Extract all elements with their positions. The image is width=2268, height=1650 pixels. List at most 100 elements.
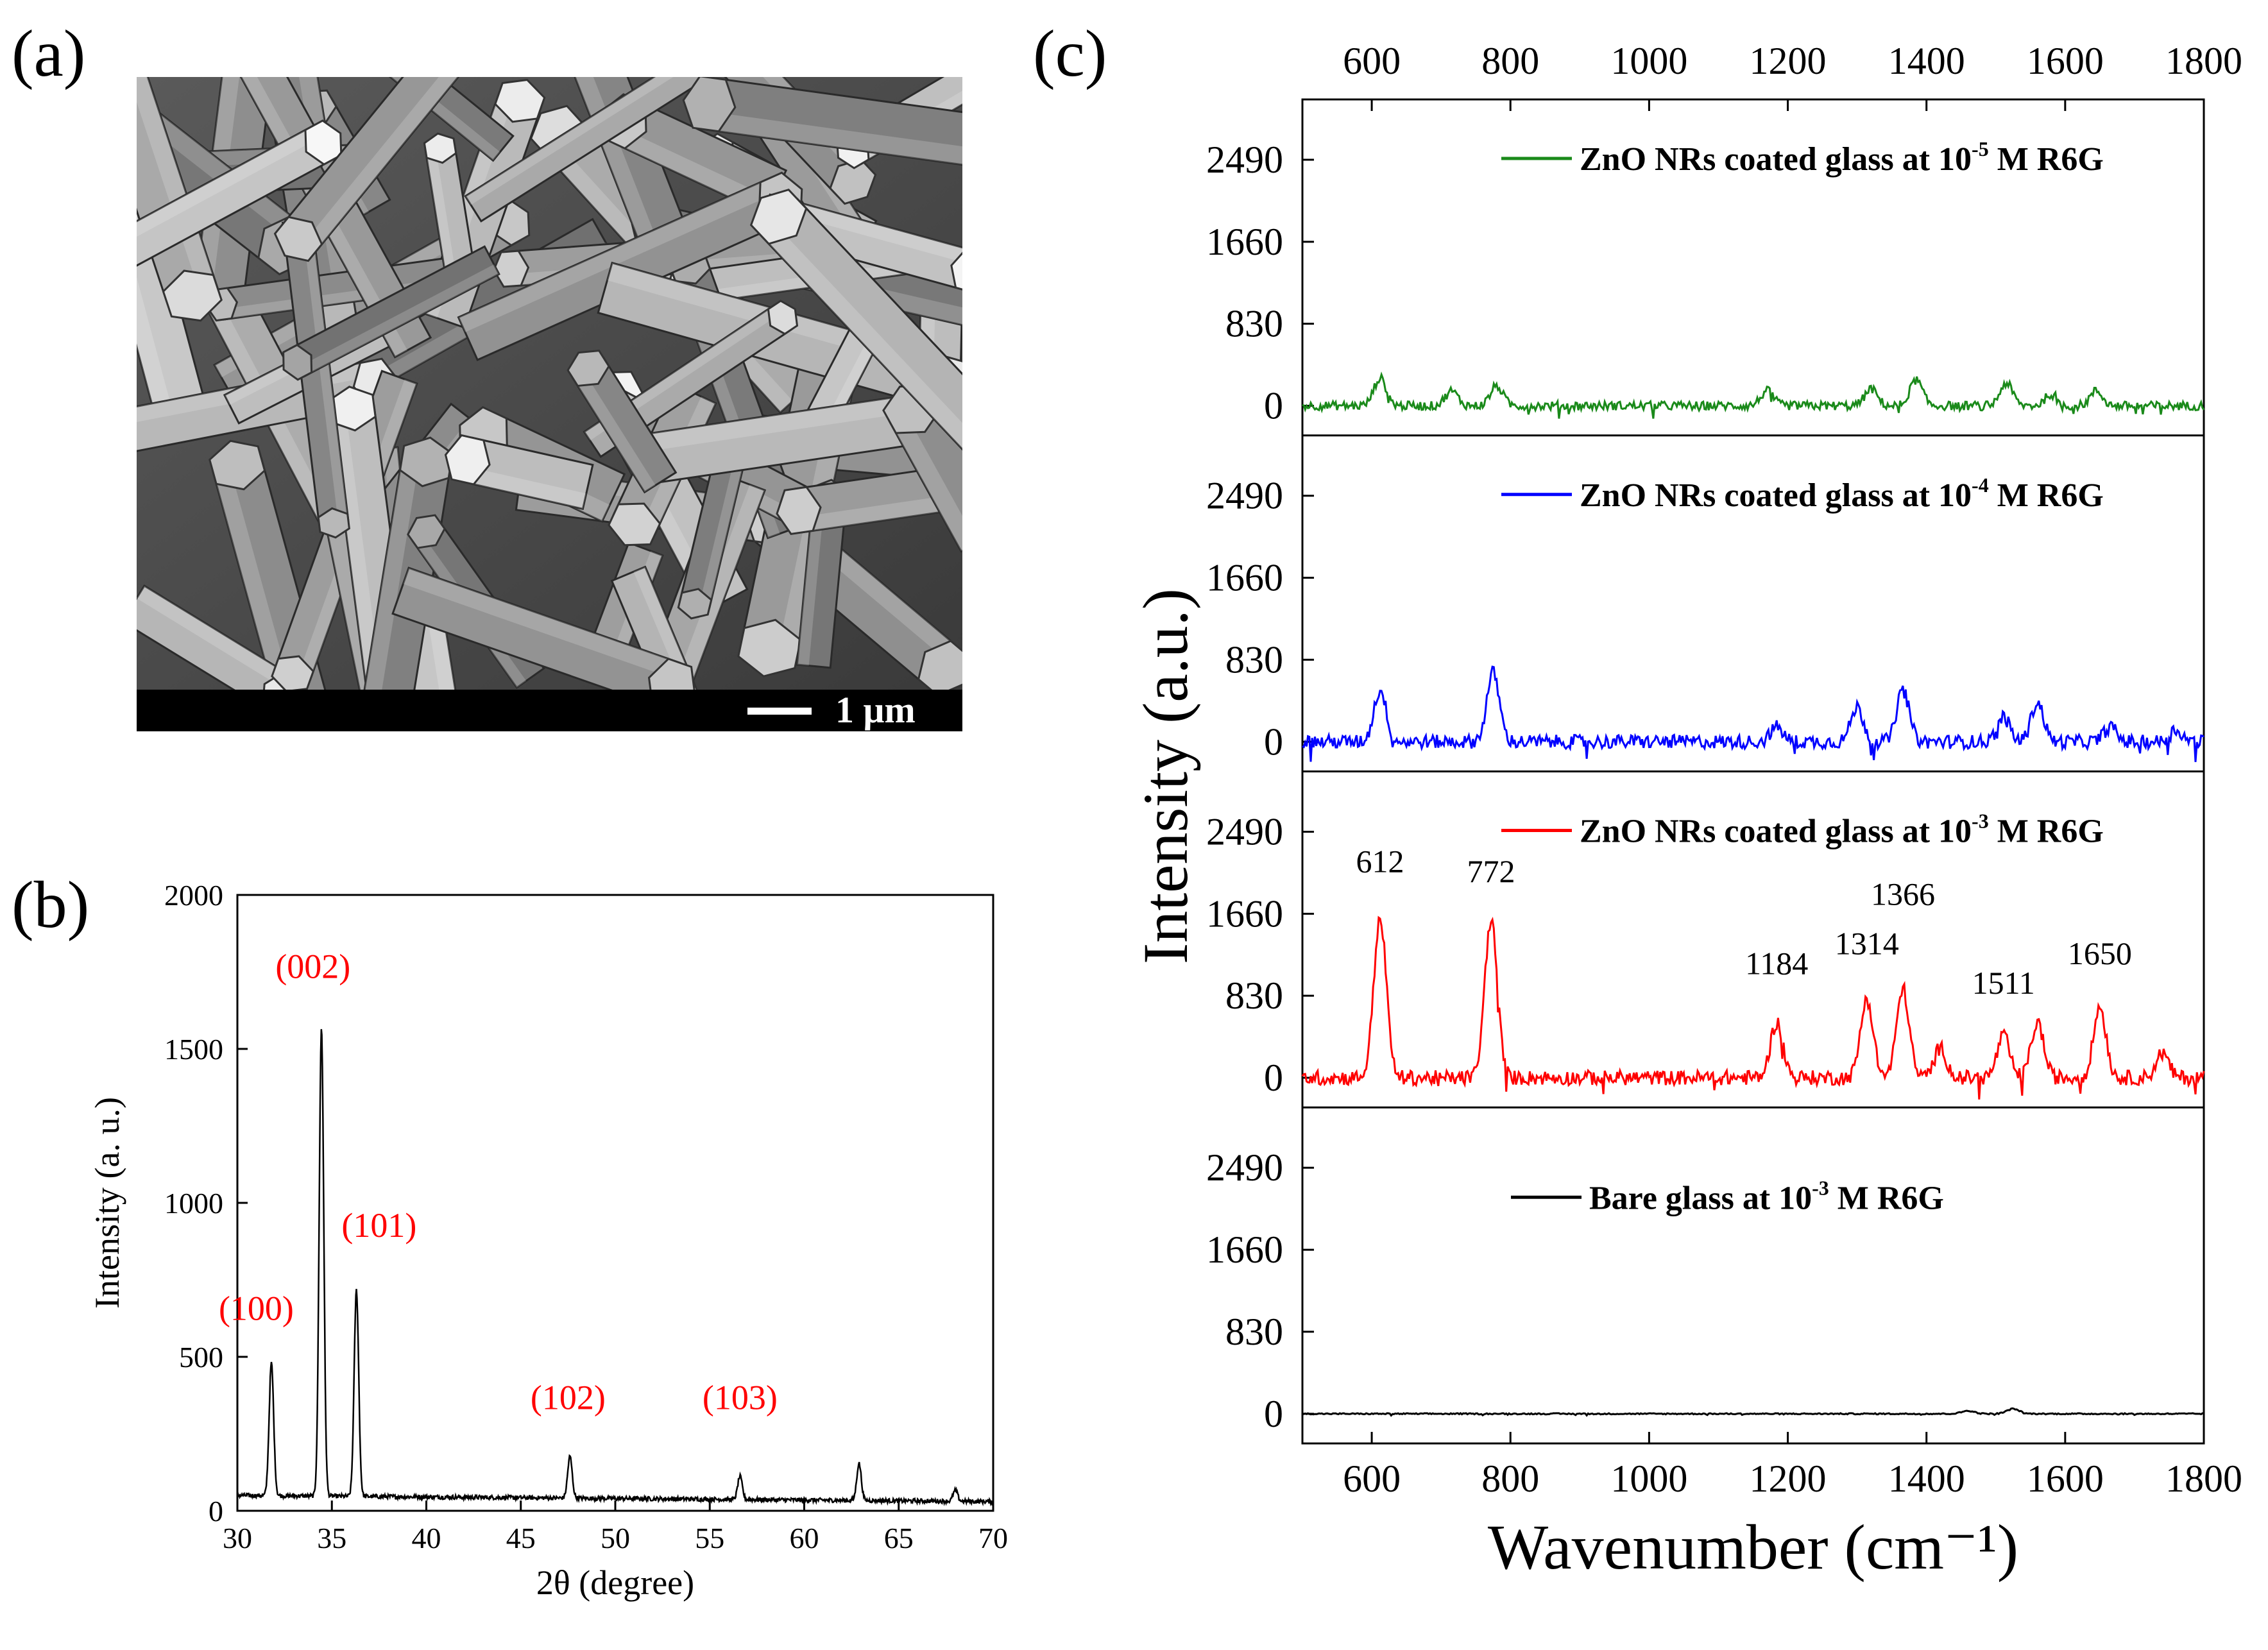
sers-x-axis-label: Wavenumber (cm⁻¹) [1488, 1511, 2018, 1583]
nanorod-tip [994, 437, 1046, 489]
nanorod [444, 434, 594, 511]
xrd-x-tick-label: 35 [317, 1522, 346, 1554]
sers-legend-suffix: M R6G [1989, 141, 2104, 178]
sers-y-tick-label: 830 [1225, 974, 1283, 1017]
nanorod-highlight [303, 77, 488, 253]
sers-legend-text: ZnO NRs coated glass at 10 [1580, 813, 1972, 850]
nanorod-tip [162, 269, 223, 322]
xrd-peak-label: (100) [219, 1289, 294, 1327]
xrd-x-tick-label: 40 [412, 1522, 441, 1554]
sers-x-tick-label-top: 1200 [1750, 40, 1827, 82]
sers-legend-label: ZnO NRs coated glass at 10-4 M R6G [1580, 473, 2104, 514]
nanorod-tip [228, 0, 283, 37]
sers-y-tick-label: 1660 [1206, 221, 1283, 263]
xrd-x-tick-label: 65 [884, 1522, 914, 1554]
sers-y-tick-label: 830 [1225, 638, 1283, 681]
nanorod-highlight [137, 586, 294, 690]
sers-legend-suffix: M R6G [1989, 813, 2104, 850]
nanorod-highlight [644, 389, 952, 452]
sers-y-tick-label: 0 [1264, 1057, 1283, 1099]
panel-b-label: (b) [12, 868, 89, 942]
sers-series-line [1302, 1407, 2204, 1417]
sers-peak-label: 1650 [2068, 935, 2132, 971]
xrd-series-line [237, 1029, 994, 1507]
nanorod-tip [407, 514, 446, 549]
nanorod [273, 77, 490, 262]
nanorod-tip [494, 78, 546, 123]
nanorod-tip [567, 349, 610, 387]
xrd-x-tick-label: 30 [223, 1522, 252, 1554]
nanorod-highlight [137, 125, 321, 284]
sers-series-line [1302, 665, 2204, 762]
sers-legend-label: Bare glass at 10-3 M R6G [1589, 1176, 1944, 1216]
sers-series-line [1301, 915, 2205, 1100]
nanorod-tip [767, 300, 799, 336]
sers-y-tick-label: 0 [1264, 1393, 1283, 1435]
sers-x-tick-label-top: 1600 [2027, 40, 2104, 82]
nanorod-body [137, 584, 295, 690]
sers-y-tick-label: 2490 [1206, 475, 1283, 517]
nanorod-highlight [463, 466, 586, 509]
panel-a-label: (a) [12, 17, 85, 90]
sers-x-tick-label: 1200 [1750, 1458, 1827, 1500]
sers-y-tick-label: 1660 [1206, 557, 1283, 599]
nanorod-tip [677, 588, 713, 620]
sers-peak-label: 1366 [1871, 876, 1935, 912]
nanorod-tip [553, 3, 617, 66]
nanorod-tip [950, 247, 962, 294]
nanorod-tip [606, 739, 665, 799]
nanorod-highlight [302, 219, 349, 523]
sers-legend-label: ZnO NRs coated glass at 10-5 M R6G [1580, 137, 2104, 178]
nanorod-highlight [705, 111, 962, 176]
nanorod-tip [318, 0, 362, 38]
nanorod-tip [273, 216, 323, 262]
scale-bar-label: 1 μm [835, 689, 916, 731]
sers-x-tick-label-top: 1400 [1888, 40, 1965, 82]
sers-legend-text: Bare glass at 10 [1589, 1180, 1812, 1216]
sem-info-bar [137, 690, 962, 731]
nanorod-tip [271, 655, 315, 690]
xrd-x-tick-label: 45 [506, 1522, 536, 1554]
sers-y-tick-label: 0 [1264, 720, 1283, 763]
sers-peak-label: 1511 [1972, 965, 2035, 1001]
nanorod [606, 472, 767, 799]
sers-x-tick-label: 800 [1481, 1458, 1539, 1500]
sers-legend-text: ZnO NRs coated glass at 10 [1580, 141, 1972, 178]
nanorod-highlight [425, 149, 457, 278]
nanorod-tip [917, 640, 962, 690]
nanorod-tip [737, 618, 802, 677]
xrd-x-tick-label: 70 [978, 1522, 1008, 1554]
sers-legend-exponent: -3 [1812, 1176, 1829, 1199]
nanorod-highlight [299, 264, 499, 377]
nanorod-tip [776, 486, 822, 535]
nanorod-tip [418, 740, 470, 792]
nanorod-tip [829, 158, 877, 205]
nanorods-texture [137, 0, 1046, 799]
nanorod-highlight [633, 566, 694, 688]
sers-y-tick-label: 0 [1264, 385, 1283, 427]
xrd-y-tick-label: 2000 [164, 879, 223, 912]
nanorod-highlight [642, 484, 765, 690]
sers-y-tick-label: 2490 [1206, 139, 1283, 181]
xrd-plot-frame [236, 894, 994, 1512]
nanorod-tip [221, 20, 276, 75]
xrd-y-tick-label: 1000 [164, 1187, 223, 1220]
sers-series-line [1302, 371, 2205, 419]
nanorod-tip [608, 502, 661, 547]
nanorod [209, 439, 347, 690]
nanorod-tip [385, 737, 429, 781]
nanorod-highlight [423, 588, 467, 690]
sers-legend-text: ZnO NRs coated glass at 10 [1580, 477, 1972, 514]
sers-legend-suffix: M R6G [1829, 1180, 1944, 1216]
nanorod [464, 77, 734, 223]
nanorod [391, 566, 696, 690]
nanorod [567, 349, 678, 494]
nanorod [749, 188, 962, 495]
nanorod-tip [647, 658, 696, 690]
nanorod [137, 119, 343, 307]
xrd-y-tick-label: 500 [179, 1341, 223, 1374]
scale-bar [747, 708, 812, 715]
sers-x-tick-label-top: 600 [1343, 40, 1401, 82]
sers-legend-exponent: -3 [1972, 810, 1989, 833]
sers-x-tick-label: 1400 [1888, 1458, 1965, 1500]
